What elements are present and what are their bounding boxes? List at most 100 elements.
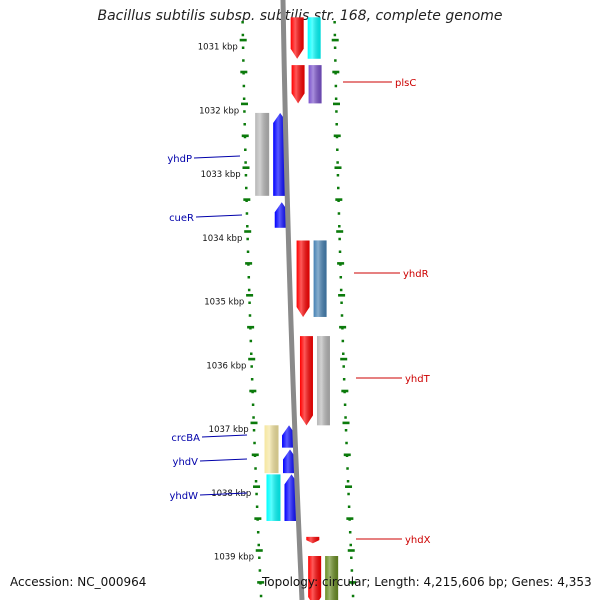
minor-tick-left (255, 505, 259, 508)
gene-label-plsC: plsC (395, 78, 416, 89)
kbp-tick-label: 1031 kbp (198, 43, 238, 53)
minor-tick-left (242, 97, 246, 100)
minor-tick-left (243, 110, 246, 113)
minor-tick-right (348, 531, 352, 534)
plsC-cds-shade (291, 65, 305, 104)
yhdR-cds-shade (296, 240, 310, 317)
minor-tick-left (243, 123, 246, 126)
gene-label-yhdX: yhdX (405, 535, 431, 546)
gene-label-yhdT: yhdT (405, 374, 431, 385)
gene-leader-line (193, 155, 241, 159)
minor-tick-right (342, 378, 346, 381)
major-tick-right (346, 517, 354, 520)
minor-tick-left (246, 237, 249, 241)
minor-tick-left (250, 352, 253, 355)
minor-tick-right (335, 123, 338, 126)
minor-tick-left (248, 301, 251, 304)
major-tick-left (239, 38, 247, 42)
minor-tick-right (349, 543, 352, 547)
major-tick-left (251, 453, 259, 457)
minor-tick-left (246, 250, 250, 253)
minor-tick-right (340, 301, 343, 304)
genome-backbone (280, 0, 305, 600)
minor-tick-left (244, 148, 247, 151)
kbp-tick-label: 1033 kbp (201, 170, 241, 180)
minor-tick-left (255, 492, 258, 496)
major-tick-right (331, 38, 339, 42)
minor-tick-left (254, 467, 257, 470)
minor-tick-right (333, 46, 337, 49)
minor-tick-right (334, 59, 337, 62)
minor-tick-right (344, 429, 348, 432)
major-tick-left (254, 517, 262, 520)
minor-tick-right (339, 288, 343, 292)
minor-tick-left (248, 314, 252, 317)
gene-label-yhdR: yhdR (403, 269, 429, 280)
minor-tick-right (346, 480, 350, 483)
accession-text: Accession: NC_000964 (10, 575, 147, 589)
minor-tick-right (335, 110, 338, 113)
minor-tick-right (337, 186, 340, 190)
kbp-tick-label: 1039 kbp (214, 553, 254, 563)
major-tick-right (333, 134, 341, 138)
minor-tick-right (339, 276, 343, 279)
gene-leader-line (195, 214, 243, 218)
major-tick-left (244, 230, 252, 233)
minor-tick-left (247, 276, 251, 279)
minor-tick-right (341, 339, 345, 343)
kbp-tick-label: 1037 kbp (209, 425, 249, 435)
minor-tick-left (253, 441, 256, 445)
yhdR-annot-shade (313, 240, 327, 317)
major-tick-right (340, 357, 348, 361)
gene-leader-line (199, 458, 248, 462)
minor-tick-right (345, 441, 348, 445)
minor-tick-right (350, 556, 353, 559)
minor-tick-right (336, 161, 339, 164)
gene-label-crcBA: crcBA (171, 433, 200, 444)
minor-tick-right (347, 505, 351, 508)
minor-tick-right (336, 174, 340, 177)
yhdX-cds-shade (306, 536, 320, 544)
minor-tick-left (241, 46, 245, 49)
major-tick-left (247, 325, 255, 329)
major-tick-right (343, 453, 351, 457)
major-tick-left (248, 357, 256, 361)
minor-tick-right (334, 97, 338, 100)
major-tick-left (250, 421, 258, 425)
minor-tick-left (242, 84, 246, 88)
gene-label-yhdW: yhdW (170, 491, 199, 502)
kbp-tick-label: 1036 kbp (206, 361, 246, 371)
minor-tick-left (242, 59, 245, 62)
minor-tick-left (249, 339, 253, 343)
minor-tick-left (251, 403, 255, 406)
minor-tick-right (336, 148, 339, 151)
minor-tick-left (256, 531, 260, 534)
minor-tick-left (246, 225, 249, 228)
kbp-tick-label: 1035 kbp (204, 298, 244, 308)
major-tick-right (332, 102, 340, 106)
major-tick-right (338, 294, 346, 297)
minor-tick-left (241, 33, 245, 37)
major-tick-left (255, 549, 263, 552)
major-tick-left (253, 485, 261, 488)
major-tick-right (341, 389, 349, 393)
minor-tick-right (343, 403, 347, 406)
minor-tick-right (344, 416, 347, 419)
minor-tick-left (247, 288, 251, 292)
major-tick-right (332, 70, 340, 74)
yhdP-annot-shade (255, 112, 270, 196)
minor-tick-right (342, 352, 345, 355)
minor-tick-left (244, 174, 248, 177)
gene-leader-line (201, 434, 248, 438)
top-annot-shade (307, 17, 321, 59)
minor-tick-right (337, 212, 341, 215)
major-tick-left (246, 294, 254, 297)
major-tick-left (249, 389, 257, 393)
minor-tick-left (245, 212, 249, 215)
minor-tick-right (334, 84, 338, 88)
minor-tick-left (259, 594, 263, 598)
major-tick-left (245, 262, 253, 265)
major-tick-right (336, 230, 344, 233)
minor-tick-left (245, 186, 248, 190)
